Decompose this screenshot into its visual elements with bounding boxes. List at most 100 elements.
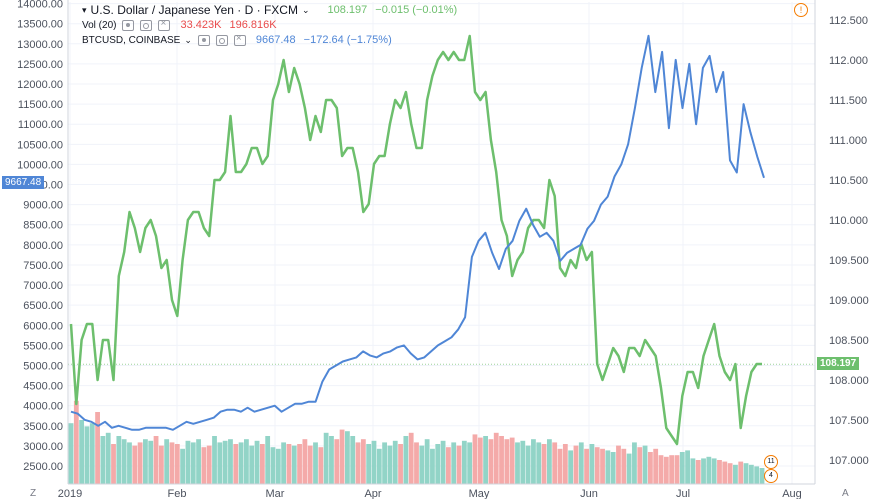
volume-bar bbox=[270, 447, 276, 484]
close-icon[interactable] bbox=[158, 18, 171, 31]
volume-bar bbox=[302, 439, 308, 484]
main-symbol-legend[interactable]: ▾ U.S. Dollar / Japanese Yen · D · FXCM … bbox=[82, 3, 457, 17]
right-tick-label: 111.000 bbox=[829, 135, 867, 147]
left-tick-label: 14000.00 bbox=[17, 0, 63, 11]
volume-bar bbox=[84, 426, 90, 484]
volume-bar bbox=[488, 439, 494, 484]
volume-bar bbox=[68, 423, 74, 484]
volume-legend[interactable]: Vol (20) 33.423K 196.816K bbox=[82, 18, 277, 32]
left-tick-label: 13000.00 bbox=[17, 39, 63, 51]
volume-bar bbox=[653, 448, 659, 484]
volume-bar bbox=[690, 458, 696, 484]
left-tick-label: 12500.00 bbox=[17, 59, 63, 71]
compare-last-price: 9667.48 bbox=[255, 34, 296, 46]
volume-bar bbox=[748, 464, 754, 484]
volume-bar bbox=[573, 445, 579, 484]
left-tick-label: 3000.00 bbox=[23, 441, 63, 453]
right-tick-label: 107.500 bbox=[829, 415, 869, 427]
volume-bar bbox=[313, 442, 318, 484]
volume-bar bbox=[695, 460, 701, 484]
volume-bar bbox=[733, 464, 738, 484]
volume-bar bbox=[334, 439, 340, 484]
left-tick-label: 11000.00 bbox=[18, 119, 63, 131]
volume-bar bbox=[190, 442, 196, 484]
volume-bar bbox=[222, 440, 228, 484]
eye-icon[interactable] bbox=[122, 19, 135, 31]
volume-bar bbox=[228, 439, 233, 484]
volume-bar bbox=[201, 447, 207, 484]
volume-bar bbox=[674, 455, 680, 484]
volume-bar bbox=[111, 444, 116, 484]
event-badge-icon[interactable]: 4 bbox=[764, 469, 778, 483]
main-last-price: 108.197 bbox=[327, 4, 368, 16]
scale-left-button[interactable]: Z bbox=[30, 488, 37, 499]
volume-bar bbox=[626, 453, 632, 484]
left-tick-label: 5000.00 bbox=[23, 360, 63, 372]
volume-value: 33.423K bbox=[180, 19, 222, 31]
volume-bar bbox=[727, 463, 733, 484]
main-symbol-title: U.S. Dollar / Japanese Yen · D · FXCM bbox=[90, 3, 298, 17]
volume-bar bbox=[360, 439, 366, 484]
volume-bar bbox=[738, 461, 744, 484]
collapse-arrow-icon[interactable]: ▾ bbox=[82, 4, 87, 15]
left-tick-label: 10500.00 bbox=[17, 139, 63, 151]
btc-line bbox=[70, 34, 765, 431]
volume-bar bbox=[504, 439, 510, 484]
volume-bar bbox=[137, 442, 143, 484]
left-tick-label: 8500.00 bbox=[23, 220, 63, 232]
left-tick-label: 4500.00 bbox=[23, 381, 63, 393]
volume-bar bbox=[440, 440, 446, 484]
left-tick-label: 5500.00 bbox=[23, 340, 63, 352]
volume-bar bbox=[275, 448, 281, 484]
compare-legend[interactable]: BTCUSD, COINBASE ⌄ 9667.48 −172.64 (−1.7… bbox=[82, 33, 392, 47]
volume-bar bbox=[196, 439, 201, 484]
volume-bar bbox=[472, 434, 478, 484]
volume-bar bbox=[647, 452, 653, 484]
eye-icon[interactable] bbox=[197, 34, 210, 46]
volume-bar bbox=[467, 442, 473, 484]
volume-bar bbox=[286, 444, 292, 484]
volume-bar bbox=[281, 442, 287, 484]
volume-bar bbox=[722, 461, 728, 484]
volume-bar bbox=[499, 436, 504, 484]
volume-bar bbox=[329, 436, 334, 484]
volume-bar bbox=[238, 442, 244, 484]
right-tick-label: 112.000 bbox=[829, 55, 868, 67]
event-badge-icon[interactable]: 11 bbox=[764, 455, 778, 469]
main-change: −0.015 (−0.01%) bbox=[375, 4, 458, 16]
x-tick-label: Aug bbox=[782, 488, 802, 499]
left-tick-label: 11500.00 bbox=[18, 99, 63, 111]
volume-bar bbox=[430, 448, 435, 484]
volume-ma-value: 196.816K bbox=[229, 19, 277, 31]
volume-bar bbox=[174, 444, 180, 484]
left-tick-label: 10000.00 bbox=[17, 159, 63, 171]
volume-bar bbox=[669, 455, 675, 484]
volume-bar bbox=[323, 432, 329, 484]
chevron-down-icon[interactable]: ⌄ bbox=[301, 4, 310, 15]
volume-bar bbox=[605, 450, 611, 484]
volume-bar bbox=[366, 444, 372, 484]
volume-bar bbox=[568, 450, 574, 484]
volume-bar bbox=[509, 437, 515, 484]
volume-bar bbox=[658, 455, 664, 484]
btc-last-price-tag: 9667.48 bbox=[2, 176, 45, 189]
close-icon[interactable] bbox=[233, 33, 246, 46]
volume-bar bbox=[754, 466, 760, 484]
volume-bar bbox=[127, 442, 132, 484]
left-tick-label: 6500.00 bbox=[23, 300, 63, 312]
volume-bar bbox=[536, 442, 542, 484]
volume-bar bbox=[398, 444, 403, 484]
volume-bar bbox=[424, 439, 430, 484]
right-tick-label: 111.500 bbox=[829, 95, 867, 107]
volume-bar bbox=[445, 447, 451, 484]
compare-symbol-label: BTCUSD, COINBASE bbox=[82, 34, 181, 46]
volume-bar bbox=[79, 420, 85, 484]
volume-bar bbox=[249, 445, 255, 484]
alert-icon[interactable]: ! bbox=[794, 3, 808, 17]
gear-icon[interactable] bbox=[215, 34, 228, 46]
chevron-down-icon[interactable]: ⌄ bbox=[184, 34, 192, 45]
scale-right-button[interactable]: A bbox=[842, 488, 849, 499]
volume-bar bbox=[350, 436, 356, 484]
gear-icon[interactable] bbox=[140, 19, 153, 31]
